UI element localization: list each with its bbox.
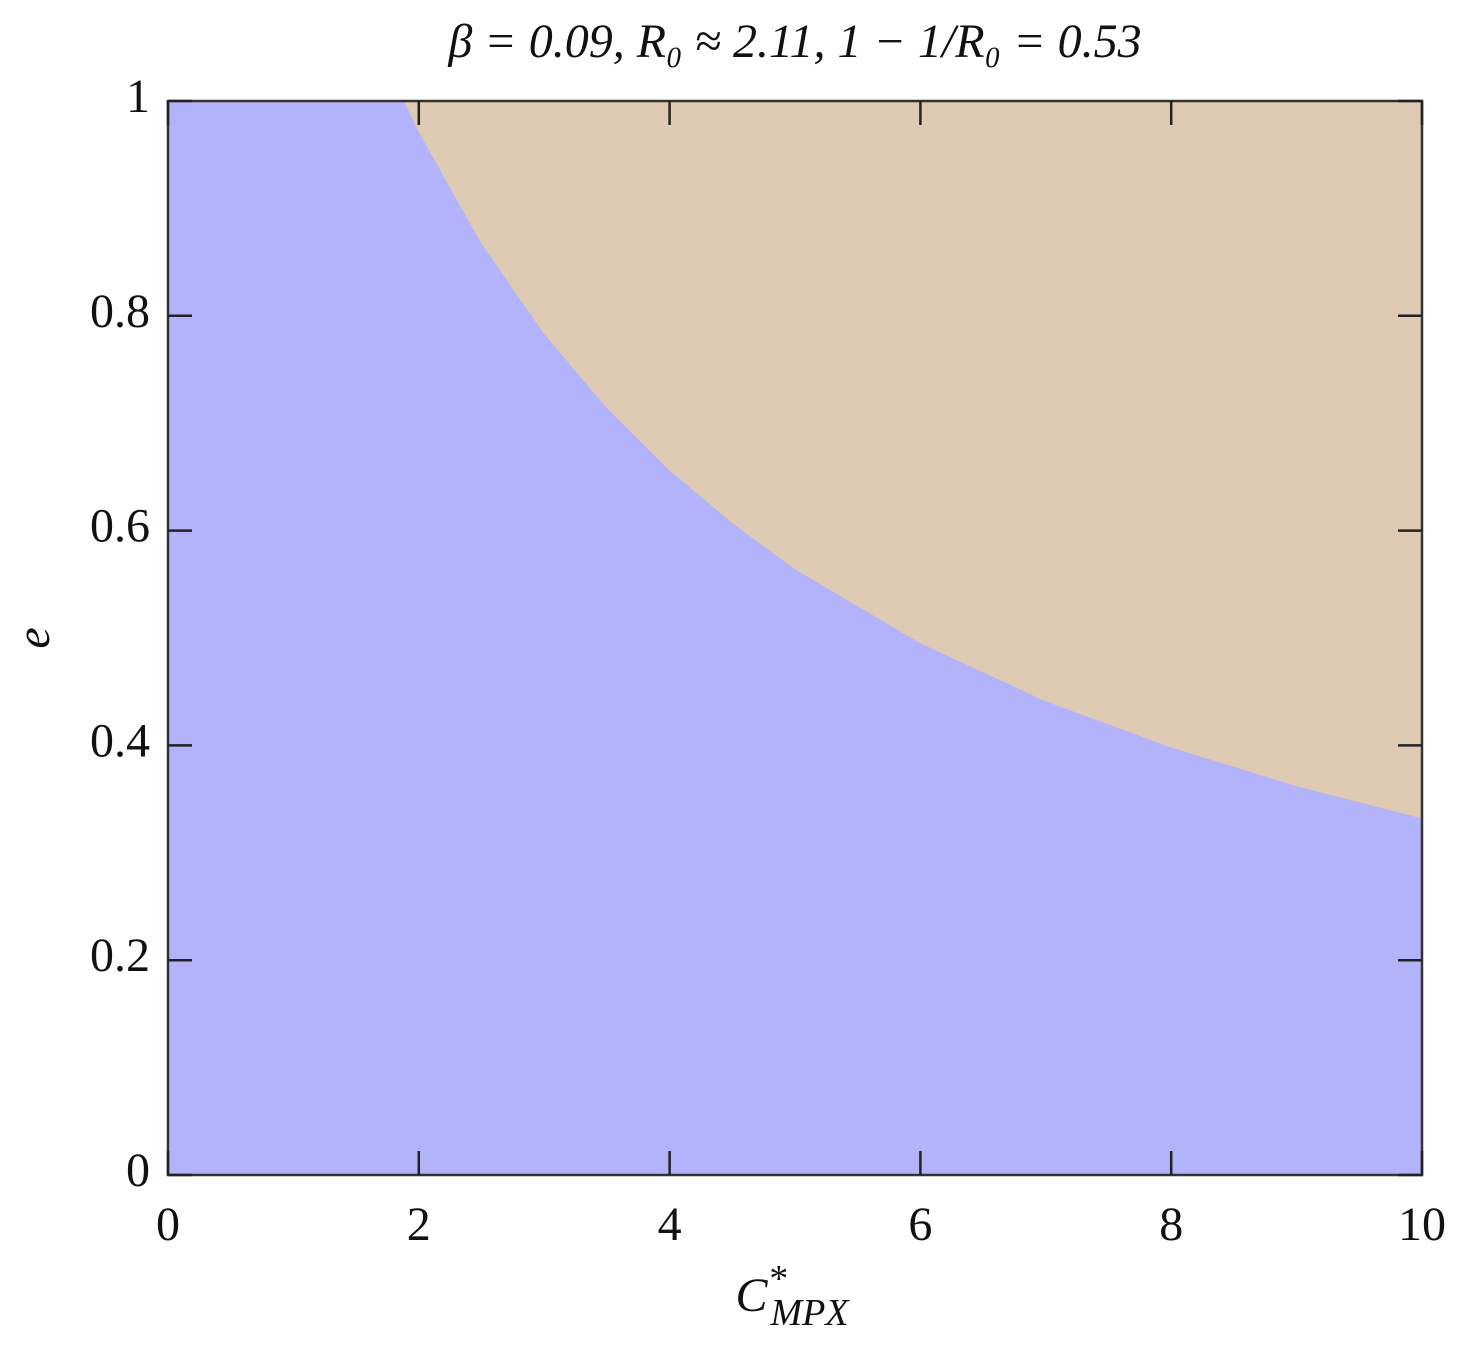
region-above — [403, 101, 1422, 819]
x-tick-label: 0 — [156, 1198, 180, 1251]
y-tick-label: 0.8 — [90, 285, 150, 338]
x-tick-label: 4 — [658, 1198, 682, 1251]
chart-title: β = 0.09, R₀ ≈ 2.11, 1 − 1/R₀ = 0.53 — [447, 15, 1141, 68]
x-tick-label: 2 — [407, 1198, 431, 1251]
x-tick-label: 6 — [908, 1198, 932, 1251]
x-tick-label: 8 — [1159, 1198, 1183, 1251]
plot-frame — [166, 99, 1424, 1177]
y-tick-label: 1 — [126, 70, 150, 123]
x-tick-label: 10 — [1398, 1198, 1446, 1251]
x-label-sup: * — [767, 1258, 786, 1300]
y-axis-label: e — [7, 627, 60, 648]
y-tick-label: 0.2 — [90, 929, 150, 982]
x-axis-label: C* MPX — [735, 1258, 850, 1334]
y-tick-label: 0.4 — [90, 714, 150, 767]
y-tick-label: 0 — [126, 1144, 150, 1197]
y-tick-label: 0.6 — [90, 500, 150, 553]
x-label-sub: MPX — [769, 1292, 850, 1334]
x-label-base: C — [735, 1269, 768, 1322]
